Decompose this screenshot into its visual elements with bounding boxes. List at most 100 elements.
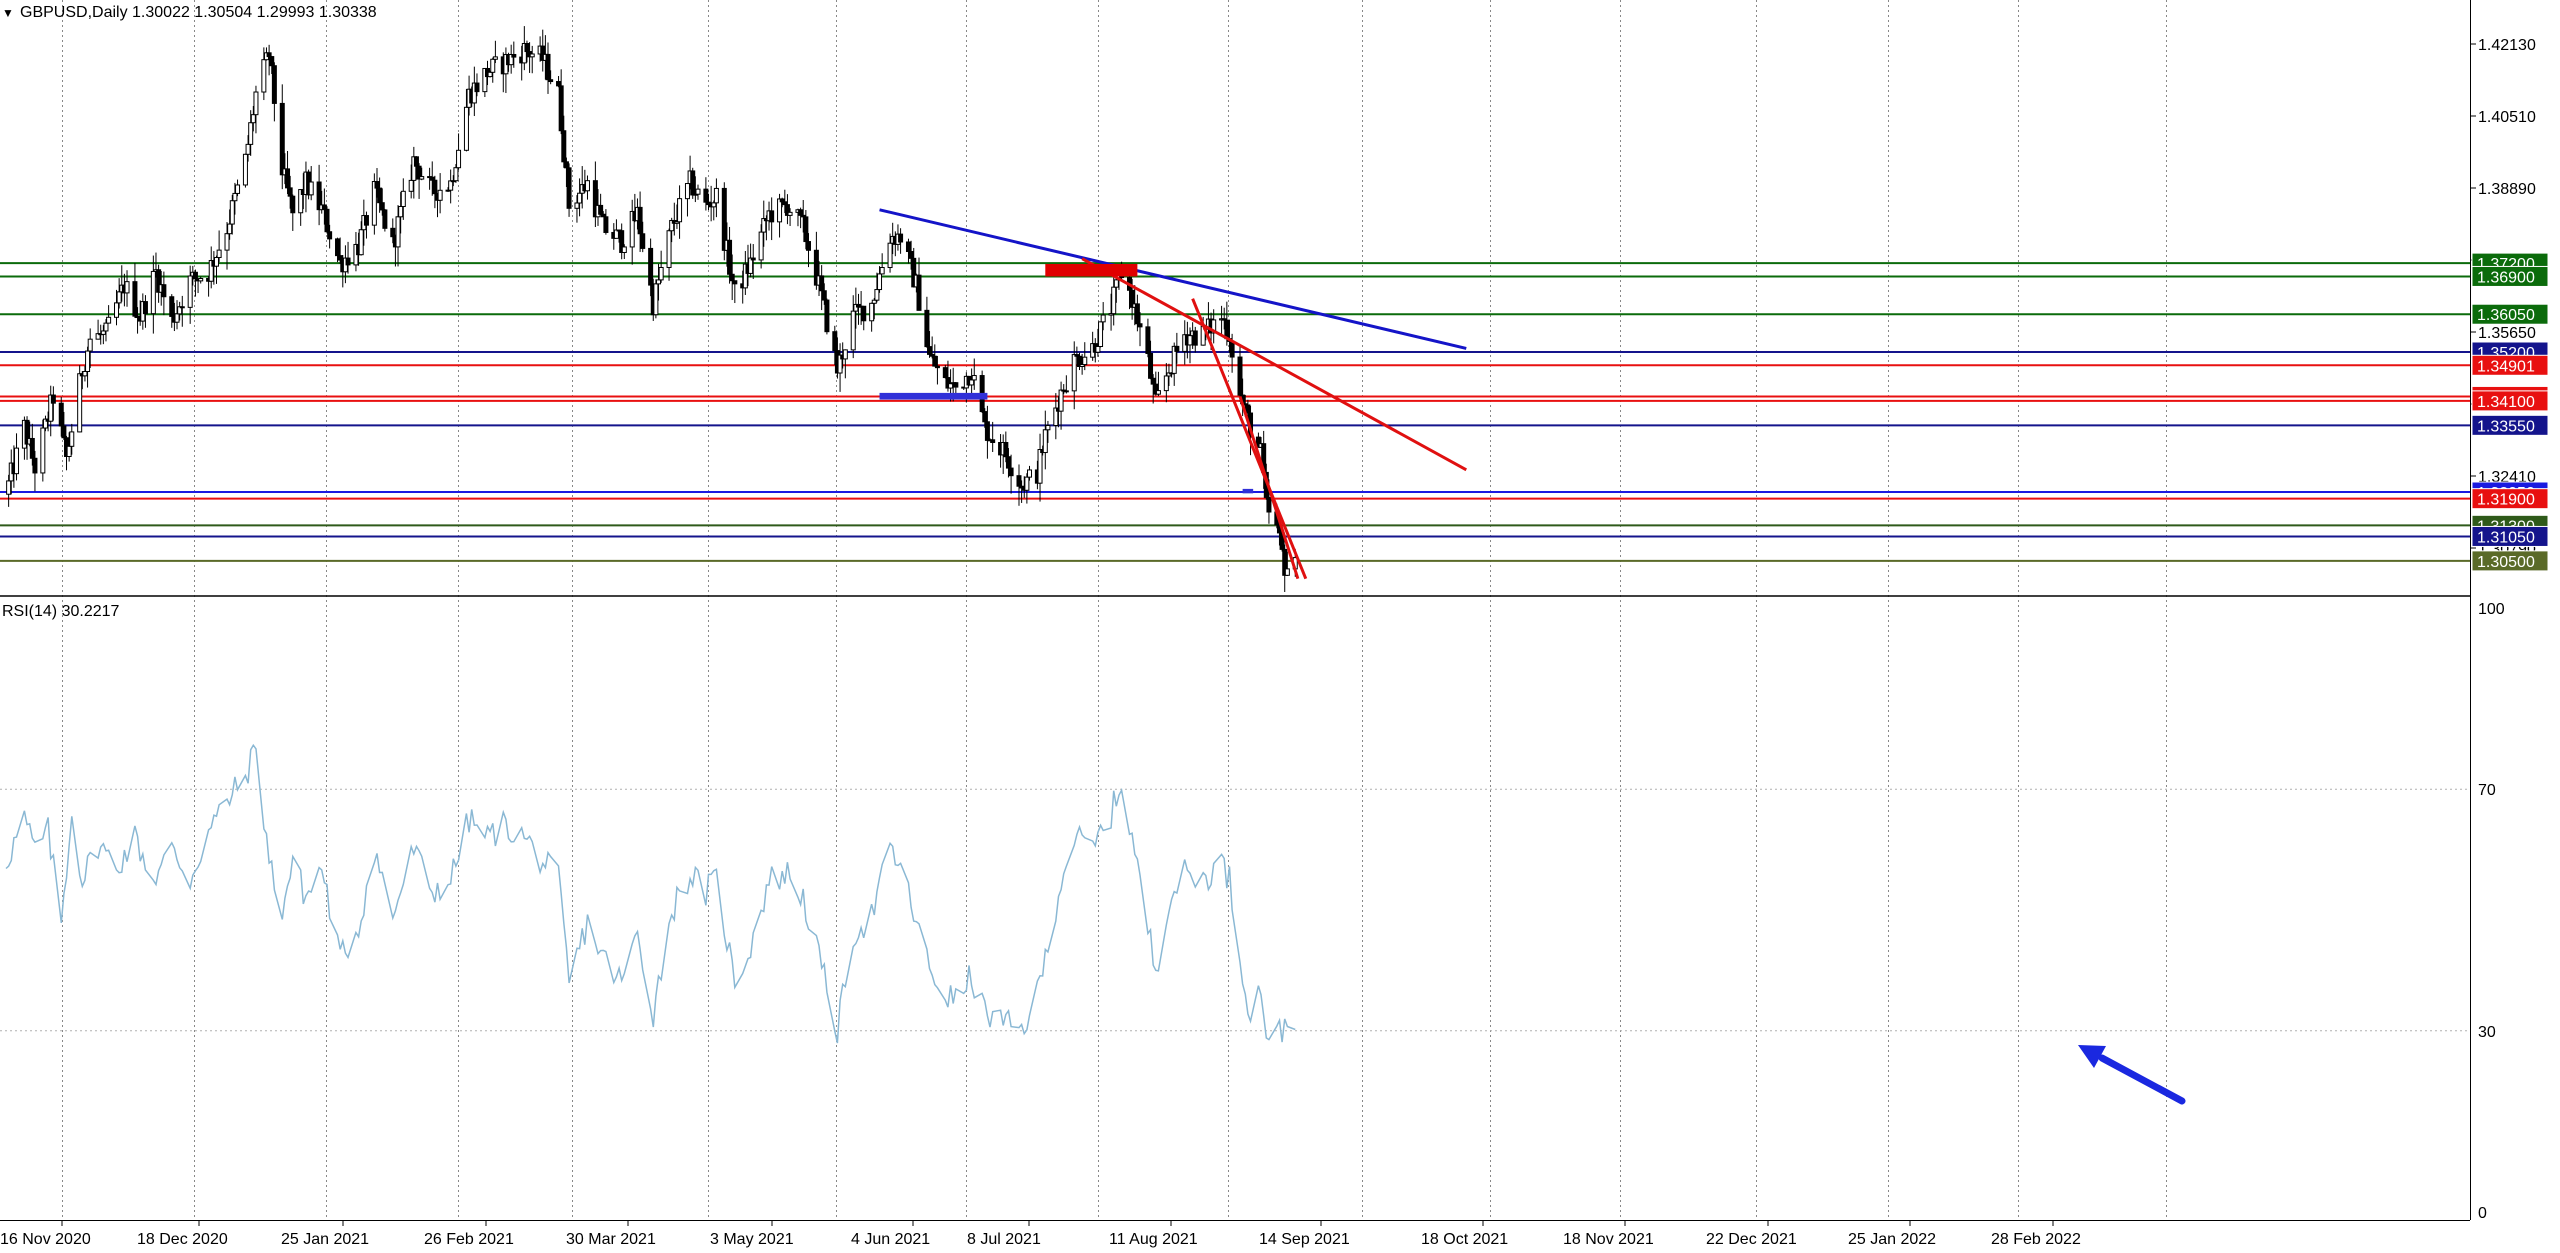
candle-body — [1074, 354, 1080, 357]
candle-body — [327, 231, 333, 240]
candle-body — [390, 227, 396, 238]
candle-body — [345, 257, 351, 266]
candle-body — [1163, 375, 1169, 392]
candle-body — [1100, 314, 1106, 323]
candle-body — [77, 373, 83, 433]
candle-body — [85, 350, 91, 372]
candle-body — [621, 246, 627, 253]
level-price-tag[interactable]: 1.36900 — [2471, 265, 2549, 287]
candle-body — [1008, 467, 1014, 477]
candle-body — [1153, 383, 1159, 395]
candle-body — [613, 229, 619, 239]
candle-body — [1150, 377, 1156, 385]
candle-body — [363, 215, 369, 226]
support-zone-blue-small[interactable] — [1242, 488, 1254, 494]
candle-body — [1255, 436, 1261, 448]
candle-body — [416, 165, 422, 180]
candle-body — [106, 316, 112, 324]
candle-body — [1245, 404, 1251, 414]
candle-body — [905, 241, 911, 253]
candle-body — [269, 56, 275, 67]
level-price-tag[interactable]: 1.34901 — [2471, 354, 2549, 376]
candle-body — [782, 201, 788, 206]
candle-body — [266, 52, 272, 58]
level-price-tag[interactable]: 1.33550 — [2471, 414, 2549, 436]
time-axis-label: 25 Jan 2022 — [1848, 1231, 1936, 1248]
candle-body — [358, 229, 364, 256]
candle-body — [1019, 485, 1025, 489]
candle-body — [603, 216, 609, 233]
candle-body — [437, 189, 443, 201]
trendline-red-long[interactable] — [1081, 257, 1467, 472]
candle-body — [298, 189, 304, 214]
candle-body — [432, 179, 438, 195]
candle-body — [761, 218, 767, 233]
candle-body — [103, 322, 109, 332]
candle-body — [124, 281, 130, 294]
candle-body — [174, 313, 180, 323]
candle-body — [371, 181, 377, 226]
level-price-tag[interactable]: 1.34100 — [2471, 390, 2549, 412]
candle-body — [619, 230, 625, 253]
candle-body — [1134, 303, 1140, 325]
level-price-tag[interactable]: 1.36050 — [2471, 303, 2549, 325]
trendline-blue[interactable] — [879, 208, 1467, 350]
support-zone-blue[interactable] — [879, 392, 988, 400]
candle-body — [1166, 372, 1172, 377]
level-price-tag[interactable]: 1.31050 — [2471, 525, 2549, 547]
time-axis-label: 28 Feb 2022 — [1991, 1231, 2081, 1248]
candle-body — [116, 291, 122, 304]
candle-body — [382, 209, 388, 229]
candle-body — [492, 56, 498, 60]
candle-body — [161, 284, 167, 298]
trendline-red-steep[interactable] — [1191, 298, 1308, 580]
candle-body — [1003, 441, 1009, 458]
candle-body — [1053, 407, 1059, 426]
level-price-tag[interactable]: 1.30500 — [2471, 550, 2549, 572]
resistance-zone-red[interactable] — [1045, 264, 1138, 277]
candle-body — [558, 85, 564, 132]
candle-body — [40, 427, 46, 474]
candle-body — [637, 206, 643, 235]
candle-body — [242, 153, 248, 186]
candle-body — [1221, 318, 1227, 321]
candle-body — [629, 210, 635, 248]
candle-body — [1082, 356, 1088, 366]
candle-body — [945, 377, 951, 389]
candle-body — [114, 302, 120, 318]
candle-body — [487, 71, 493, 78]
time-axis-label: 18 Oct 2021 — [1421, 1231, 1508, 1248]
time-axis-label: 16 Nov 2020 — [0, 1231, 91, 1248]
candle-body — [879, 267, 885, 275]
candle-body — [787, 211, 793, 216]
candle-body — [853, 303, 859, 312]
time-axis-label: 26 Feb 2021 — [424, 1231, 514, 1248]
candle-body — [69, 431, 75, 447]
candle-body — [213, 257, 219, 267]
candle-body — [1137, 323, 1143, 328]
candle-body — [577, 192, 583, 204]
candle-body — [653, 283, 659, 316]
candle-body — [521, 42, 527, 64]
candle-body — [1079, 364, 1085, 368]
candle-body — [398, 206, 404, 218]
candle-body — [82, 370, 88, 377]
annotation-arrow-icon[interactable] — [2078, 1045, 2186, 1105]
candle-body — [837, 354, 843, 374]
candle-body — [855, 303, 861, 308]
candle-body — [750, 257, 756, 261]
candle-body — [229, 200, 235, 225]
level-price-tag[interactable]: 1.31900 — [2471, 488, 2549, 510]
rsi-axis-label: 100 — [2478, 601, 2505, 618]
candle-body — [377, 187, 383, 204]
candle-body — [784, 204, 790, 216]
candle-body — [674, 221, 680, 224]
candle-body — [61, 425, 67, 439]
candle-body — [971, 375, 977, 381]
trendline-red-channel[interactable] — [1238, 395, 1300, 580]
menu-arrow-icon[interactable]: ▼ — [2, 6, 14, 20]
candle-body — [934, 365, 940, 369]
candle-body — [711, 202, 717, 208]
candle-body — [832, 331, 838, 352]
